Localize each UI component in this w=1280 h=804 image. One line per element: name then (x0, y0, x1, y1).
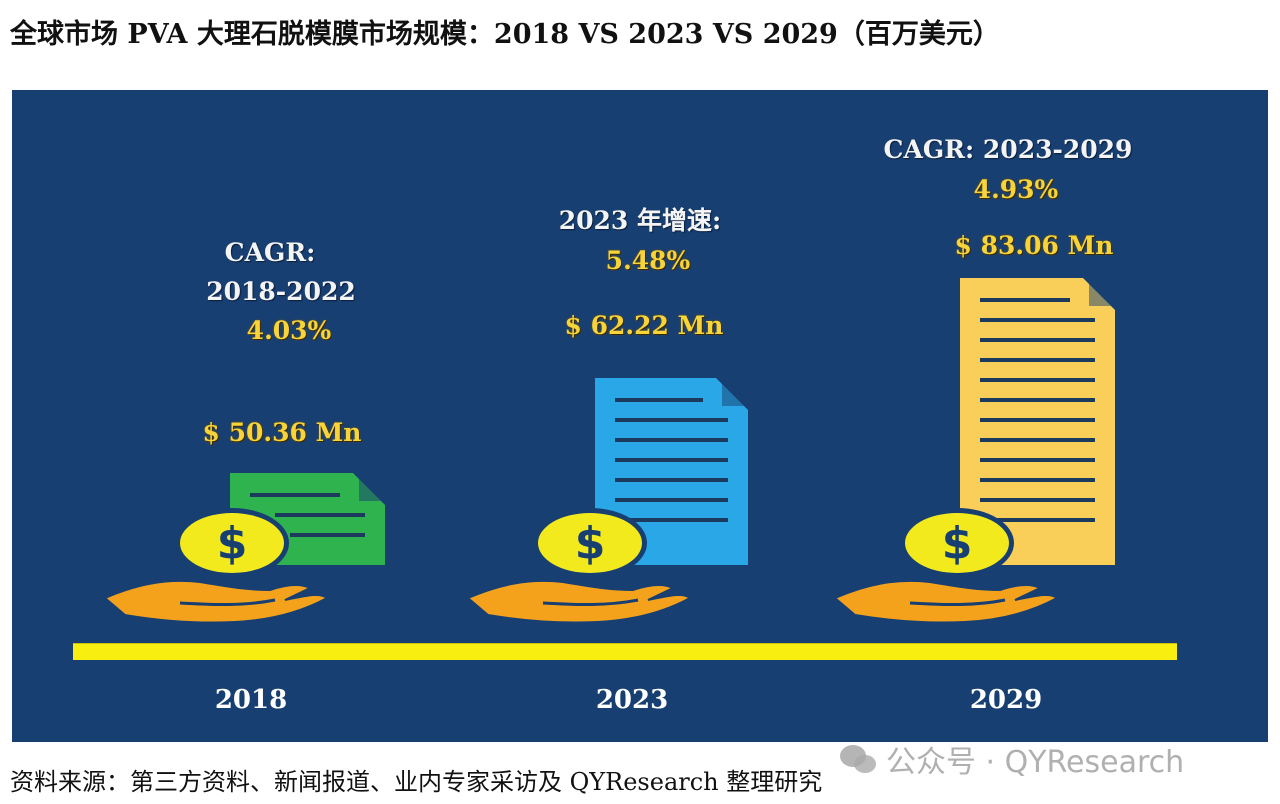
value-label-2018: $ 50.36 Mn (202, 418, 362, 447)
dollar-sign-icon: $ (575, 518, 606, 569)
hand-line (179, 598, 276, 607)
annotation-heading-2023: 2023 年增速: (558, 206, 722, 235)
value-label-2023: $ 62.22 Mn (564, 311, 724, 340)
source-note: 资料来源：第三方资料、新闻报道、业内专家采访及 QYResearch 整理研究 (10, 768, 823, 796)
hand-icon-2029 (833, 579, 1059, 624)
annotation-value-2018: 4.03% (246, 316, 332, 345)
watermark-text: 公众号 · QYResearch (886, 745, 1185, 780)
hand-line (542, 598, 639, 607)
coin-icon-2018 (180, 513, 284, 573)
document-fold-2018 (359, 477, 381, 501)
annotation-value-2029: 4.93% (973, 175, 1059, 204)
baseline-bar (73, 643, 1177, 660)
year-label-2018: 2018 (214, 685, 288, 715)
watermark: 公众号 · QYResearch (838, 737, 1184, 781)
annotation-heading-2029: CAGR: 2023-2029 (883, 135, 1133, 164)
annotation-heading-2018: CAGR: (224, 238, 316, 267)
document-fold-2023 (722, 382, 744, 406)
coin-icon-2023 (538, 513, 642, 573)
value-label-2029: $ 83.06 Mn (954, 231, 1114, 260)
annotation-value-2023: 5.48% (605, 246, 691, 275)
chart-title: 全球市场 PVA 大理石脱模膜市场规模：2018 VS 2023 VS 2029… (10, 19, 1000, 50)
dollar-sign-icon: $ (217, 518, 248, 569)
coin-icon-2029 (905, 513, 1009, 573)
hand-icon-2018 (103, 579, 329, 624)
wechat-icon (840, 745, 876, 773)
dollar-sign-icon: $ (942, 518, 973, 569)
annotation-sub-2018: 2018-2022 (206, 277, 356, 306)
year-label-2029: 2029 (969, 685, 1043, 715)
hand-icon-2023 (466, 579, 692, 624)
document-fold-2029 (1089, 282, 1111, 306)
hand-line (909, 598, 1006, 607)
year-label-2023: 2023 (595, 685, 669, 715)
